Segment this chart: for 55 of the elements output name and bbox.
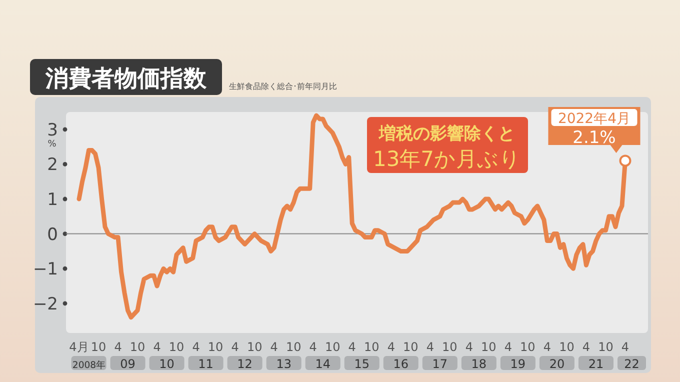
x-tick-label: 10 bbox=[598, 340, 614, 354]
text: 14 bbox=[315, 357, 330, 371]
x-tick-label: 10 bbox=[324, 340, 340, 354]
x-tick-label: 4月 bbox=[69, 340, 89, 354]
x-tick-label: 10 bbox=[90, 340, 106, 354]
text: 21 bbox=[588, 357, 604, 371]
text: 13 bbox=[276, 357, 292, 371]
x-tick-label: 10 bbox=[364, 340, 380, 354]
text: 11 bbox=[198, 357, 214, 371]
chart-subtitle: 生鮮食品除く総合･前年同月比 bbox=[229, 82, 337, 91]
text: 15 bbox=[354, 357, 370, 371]
x-tick-label: 10 bbox=[481, 340, 496, 354]
x-tick-label: 4 bbox=[465, 340, 473, 354]
x-tick-label: 10 bbox=[403, 340, 418, 354]
x-tick-label: 4 bbox=[192, 340, 200, 354]
x-tick-label: 4 bbox=[231, 340, 239, 354]
text: 19 bbox=[510, 357, 526, 371]
text: 09 bbox=[120, 357, 136, 371]
x-tick-label: 10 bbox=[130, 340, 146, 354]
y-tick-label: −2 bbox=[32, 294, 58, 314]
x-tick-label: 4 bbox=[543, 340, 552, 354]
x-tick-label: 10 bbox=[246, 340, 262, 354]
text: 10 bbox=[159, 357, 174, 371]
annotation: 2022年4月 2.1% bbox=[558, 111, 631, 148]
y-tick-label: 1 bbox=[47, 190, 58, 210]
x-tick-label: 4 bbox=[309, 340, 317, 354]
chart-title: 消費者物価指数 bbox=[44, 66, 208, 92]
x-tick-label: 10 bbox=[286, 340, 302, 354]
x-tick-label: 10 bbox=[442, 340, 458, 354]
text: 18 bbox=[471, 357, 487, 371]
y-tick-label: 0 bbox=[47, 224, 58, 245]
annotation: 増税の影響除くと 13年7か月ぶり bbox=[372, 123, 522, 171]
y-tick-label: −1 bbox=[32, 260, 58, 280]
text: 12 bbox=[237, 357, 252, 371]
text: 2008年 bbox=[72, 360, 106, 371]
x-tick-label: 4 bbox=[153, 340, 161, 354]
x-tick-label: 4 bbox=[270, 340, 278, 354]
text: 16 bbox=[393, 357, 409, 371]
x-tick-label: 4 bbox=[582, 340, 590, 354]
y-tick-label: 3 bbox=[47, 120, 58, 140]
text: 20 bbox=[549, 357, 565, 371]
x-tick-label: 4 bbox=[426, 340, 434, 354]
y-tick-label: 2 bbox=[47, 155, 58, 176]
text: 17 bbox=[432, 357, 448, 371]
x-tick-label: 10 bbox=[559, 340, 574, 354]
x-tick-label: 4 bbox=[387, 340, 395, 354]
x-tick-label: 4 bbox=[504, 340, 512, 354]
x-tick-label: 10 bbox=[208, 340, 224, 354]
text: 22 bbox=[624, 357, 640, 371]
x-tick-label: 10 bbox=[168, 340, 184, 354]
x-tick-label: 4 bbox=[348, 340, 356, 354]
y-axis-title: % bbox=[48, 139, 57, 150]
x-tick-label: 4 bbox=[621, 340, 630, 354]
x-tick-label: 10 bbox=[520, 340, 536, 354]
x-tick-label: 4 bbox=[114, 340, 122, 354]
